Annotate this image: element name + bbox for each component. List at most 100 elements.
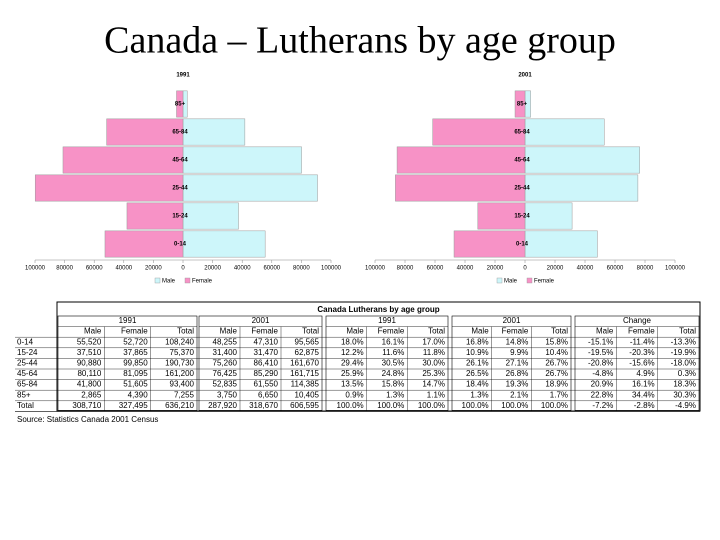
row-label: 45-64 (17, 369, 38, 378)
group-header: 1991 (119, 316, 137, 325)
table-cell: 161,670 (290, 359, 319, 368)
table-cell: 26.7% (545, 359, 568, 368)
category-label: 15-24 (514, 214, 530, 220)
column-header: Total (428, 327, 445, 336)
table-cell: -15.6% (629, 359, 654, 368)
category-label: 45-64 (172, 158, 188, 164)
table-cell: 95,565 (295, 337, 320, 346)
table-cell: 6,650 (258, 390, 279, 399)
table-cell: 308,710 (72, 401, 101, 410)
table-cell: 190,730 (165, 359, 194, 368)
table-cell: 0.3% (678, 369, 696, 378)
table-cell: -20.8% (588, 359, 613, 368)
table-cell: 76,425 (213, 369, 238, 378)
row-label: 25-44 (17, 359, 38, 368)
row-label: 85+ (17, 390, 31, 399)
table-cell: 10.9% (466, 348, 489, 357)
column-header: Total (679, 327, 696, 336)
column-header: Female (628, 327, 655, 336)
table-cell: -4.9% (675, 401, 696, 410)
table-cell: -13.3% (671, 337, 696, 346)
table-cell: 100.0% (501, 401, 528, 410)
x-tick-label: 20000 (487, 266, 504, 272)
table-cell: 26.1% (466, 359, 489, 368)
table-cell: 3,750 (217, 390, 238, 399)
table-cell: 7,255 (174, 390, 195, 399)
table-cell: 86,410 (254, 359, 279, 368)
table-cell: 51,605 (123, 380, 148, 389)
table-cell: 1.1% (427, 390, 445, 399)
category-label: 65-84 (172, 130, 188, 136)
bar-female (396, 146, 526, 174)
table-cell: -11.4% (630, 337, 655, 346)
table-cell: 62,875 (295, 348, 320, 357)
x-tick-label: 20000 (204, 266, 221, 272)
row-label: 0-14 (17, 337, 34, 346)
bar-female (432, 118, 526, 146)
table-frame (56, 301, 701, 412)
group-header: 2001 (503, 316, 521, 325)
table-cell: 90,880 (77, 359, 102, 368)
category-label: 0-14 (174, 242, 187, 248)
x-tick-label: 80000 (56, 266, 73, 272)
table-cell: 0.9% (345, 390, 363, 399)
column-header: Male (596, 327, 614, 336)
table-cell: 15.8% (545, 337, 568, 346)
table-cell: 161,715 (290, 369, 319, 378)
bar-female (104, 230, 184, 258)
table-cell: -20.3% (629, 348, 654, 357)
table-cell: -7.2% (592, 401, 613, 410)
table-cell: 26.5% (466, 369, 489, 378)
table-cell: 19.3% (506, 380, 529, 389)
table-cell: 2.1% (510, 390, 528, 399)
table-cell: 41,800 (77, 380, 102, 389)
table-cell: 13.5% (341, 380, 364, 389)
table-cell: 20.9% (591, 380, 614, 389)
legend-swatch (526, 277, 533, 284)
table-cell: 75,370 (170, 348, 195, 357)
table-cell: 27.1% (506, 359, 529, 368)
table-cell: 100.0% (462, 401, 489, 410)
bar-female (514, 90, 526, 118)
bar-male (524, 230, 598, 258)
legend-swatch (184, 277, 191, 284)
table-cell: 52,720 (123, 337, 148, 346)
column-header: Total (302, 327, 319, 336)
table-cell: 14.7% (422, 380, 445, 389)
column-header: Male (220, 327, 238, 336)
table-cell: 4,390 (128, 390, 149, 399)
column-header: Female (378, 327, 405, 336)
legend-label: Female (534, 279, 555, 285)
x-tick-label: 60000 (607, 266, 624, 272)
table-cell: 80,110 (77, 369, 101, 378)
table-cell: 1.3% (386, 390, 404, 399)
table-cell: 24.8% (382, 369, 405, 378)
table-cell: 327,495 (119, 401, 148, 410)
table-cell: -18.0% (671, 359, 696, 368)
table-cell: 18.0% (341, 337, 364, 346)
table-cell: 37,510 (77, 348, 102, 357)
table-cell: 52,835 (213, 380, 238, 389)
column-header: Total (177, 327, 194, 336)
category-label: 65-84 (514, 130, 530, 136)
table-cell: 16.8% (466, 337, 489, 346)
bar-female (395, 174, 526, 202)
table-cell: 1.7% (550, 390, 568, 399)
bar-male (524, 174, 639, 202)
group-box (325, 315, 449, 411)
table-cell: 31,470 (254, 348, 279, 357)
column-header: Female (121, 327, 148, 336)
table-cell: 16.1% (382, 337, 405, 346)
table-cell: 14.8% (506, 337, 529, 346)
table-cell: 318,670 (249, 401, 278, 410)
table-cell: -19.5% (588, 348, 613, 357)
chart-title: 1991 (176, 73, 190, 79)
table-cell: 18.4% (466, 380, 489, 389)
table-cell: -2.8% (634, 401, 655, 410)
table-cell: -19.9% (671, 348, 696, 357)
bar-female (176, 90, 184, 118)
group-header: 1991 (378, 316, 396, 325)
table-cell: 85,290 (254, 369, 279, 378)
column-header: Total (551, 327, 568, 336)
